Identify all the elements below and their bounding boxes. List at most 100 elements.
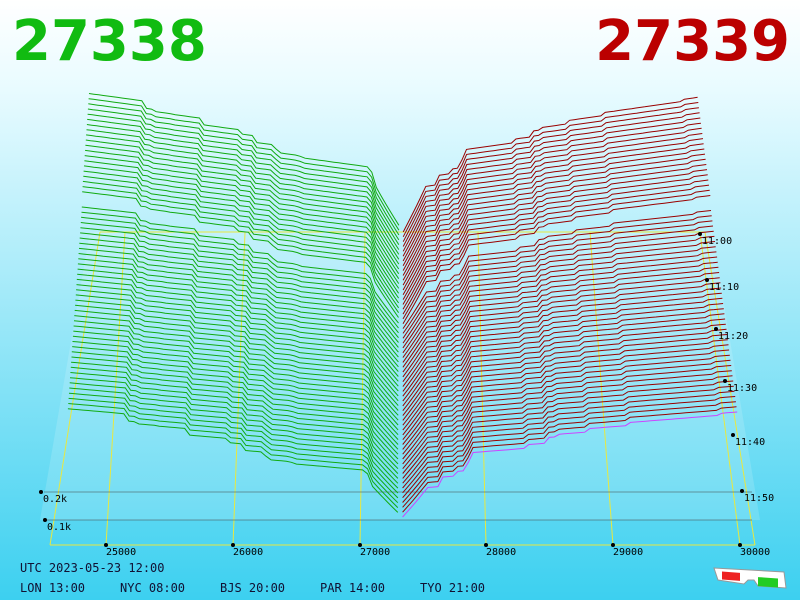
ask-curve — [402, 292, 722, 407]
bid-curve — [88, 103, 400, 236]
ask-curve — [402, 297, 723, 412]
ask-curve — [402, 164, 707, 296]
ask-curve — [402, 349, 730, 460]
ask-curve — [402, 277, 720, 392]
ask-curve — [402, 153, 706, 286]
bid-curve — [69, 387, 399, 494]
bid-curve — [81, 206, 399, 324]
zone-time: PAR 14:00 — [320, 581, 385, 595]
ask-curve — [402, 334, 728, 445]
bid-curve — [71, 361, 399, 470]
depth-curves — [67, 93, 738, 518]
ask-curve — [402, 272, 720, 387]
price-tick — [104, 543, 108, 547]
glasses-icon — [713, 567, 787, 589]
ask-curve — [402, 158, 706, 291]
labels: 25000 26000 27000 28000 29000 30000 0.2k 0.1k 11… — [20, 232, 774, 595]
bid-curve — [77, 268, 399, 382]
ask-curve — [402, 287, 722, 402]
ask-curve — [402, 390, 735, 499]
time-tick — [740, 489, 744, 493]
bid-curve — [76, 278, 399, 392]
ask-curve — [402, 359, 731, 470]
ask-curve — [402, 396, 736, 503]
ask-curve — [402, 406, 737, 513]
bid-curve — [78, 247, 399, 363]
bid-curve — [72, 346, 399, 455]
ask-curve — [402, 385, 734, 494]
bid-curve — [85, 144, 400, 275]
zone-time: BJS 20:00 — [220, 581, 285, 595]
bid-curve — [68, 403, 399, 508]
bid-curve — [82, 180, 400, 309]
zone-time: LON 13:00 — [20, 581, 85, 595]
price-tick — [738, 543, 742, 547]
bid-curve — [88, 98, 400, 231]
ask-curve — [402, 266, 719, 382]
bid-curve — [81, 216, 399, 334]
bid-curve — [72, 341, 399, 450]
bid-curve — [80, 232, 399, 348]
ask-curve — [402, 220, 713, 339]
ask-curve — [402, 401, 736, 508]
bid-curve — [84, 155, 400, 284]
ask-curve — [402, 241, 716, 358]
bid-curve — [75, 294, 399, 406]
time-label: 11:10 — [709, 282, 739, 293]
bid-price: 27338 — [12, 9, 207, 74]
ask-curve — [402, 184, 710, 315]
ask-curve — [402, 122, 701, 257]
ask-curve — [402, 354, 730, 465]
ask-curve — [402, 235, 715, 354]
bid-curve — [73, 320, 399, 431]
ask-curve — [402, 133, 703, 267]
ask-curve — [402, 174, 708, 305]
ask-curve — [402, 365, 732, 474]
price-label: 28000 — [486, 547, 516, 558]
bid-curve — [86, 129, 400, 260]
ask-curve — [402, 195, 711, 325]
ask-curve — [402, 370, 732, 479]
ask-curve — [402, 246, 716, 363]
bid-curve — [70, 372, 399, 479]
time-tick — [705, 278, 709, 282]
bid-curve — [82, 191, 399, 318]
bid-curve — [86, 134, 400, 265]
bid-curve — [84, 160, 400, 289]
bid-curve — [88, 93, 400, 226]
ask-price: 27339 — [595, 9, 790, 74]
bid-curve — [67, 408, 399, 513]
ask-curve — [402, 179, 709, 310]
price-grid — [232, 231, 246, 546]
bid-curve — [68, 392, 399, 499]
ask-curve — [402, 411, 738, 518]
ask-curve — [402, 339, 728, 450]
depth-tick — [43, 518, 47, 522]
ask-curve — [402, 127, 702, 262]
ask-curve — [402, 225, 714, 344]
ask-curve — [402, 107, 699, 242]
ask-curve — [402, 117, 701, 252]
bid-curve — [72, 335, 399, 445]
ask-curve — [402, 375, 733, 484]
bid-curve — [78, 253, 399, 368]
ask-curve — [402, 328, 727, 441]
zone-time: NYC 08:00 — [120, 581, 185, 595]
bid-curve — [87, 113, 400, 245]
ask-curve — [402, 282, 721, 397]
ask-curve — [402, 308, 724, 421]
ask-curve — [402, 344, 729, 455]
bid-curve — [77, 263, 399, 377]
bid-curve — [85, 139, 400, 270]
price-tick — [358, 543, 362, 547]
price-label: 27000 — [360, 547, 390, 558]
price-label: 26000 — [233, 547, 263, 558]
ask-curve — [402, 169, 708, 300]
ask-curve — [402, 313, 725, 426]
right-edge — [704, 231, 756, 546]
bid-curve — [69, 382, 399, 489]
bid-curve — [75, 299, 399, 411]
time-tick — [714, 327, 718, 331]
